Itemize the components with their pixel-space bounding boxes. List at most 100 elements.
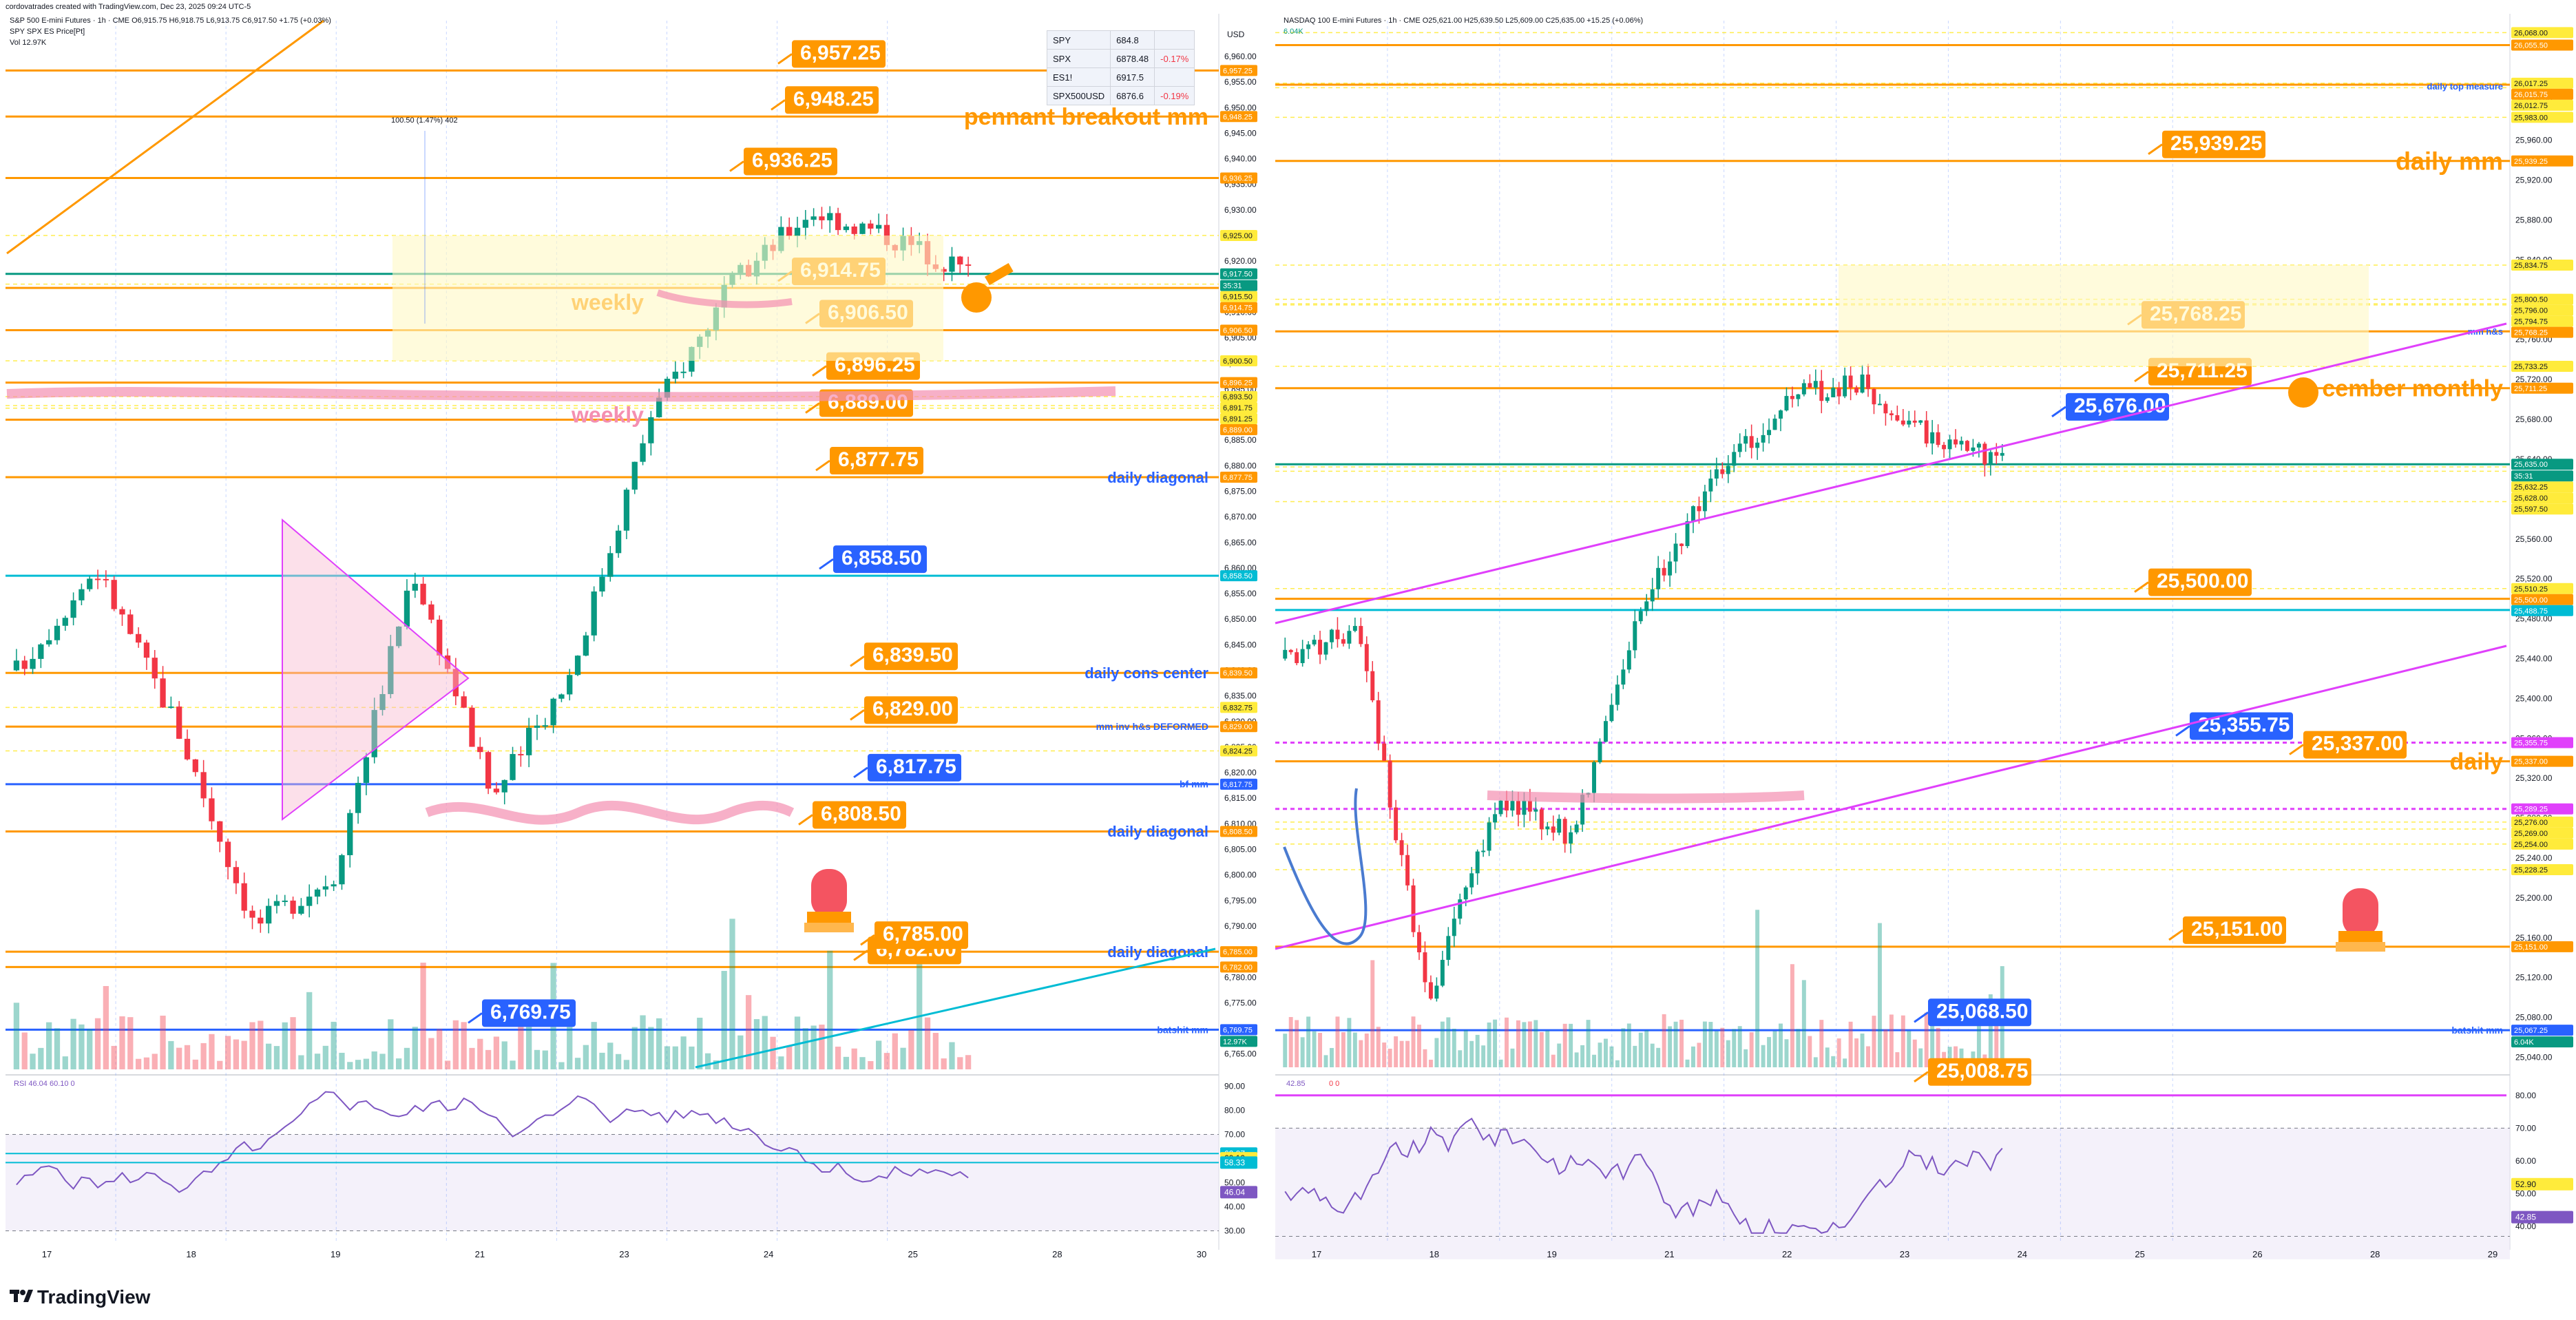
candle-body — [363, 757, 370, 783]
time-axis-tick: 22 — [1782, 1249, 1792, 1259]
price-badge — [2511, 816, 2573, 828]
rsi-axis-tick: 60.00 — [2515, 1156, 2536, 1166]
volume-bar — [1592, 1054, 1596, 1067]
volume-bar — [1848, 1021, 1853, 1067]
candle-body — [1411, 885, 1416, 932]
volume-bar — [819, 1025, 825, 1069]
time-axis-tick: 19 — [331, 1249, 340, 1259]
candle-body — [534, 725, 541, 728]
volume-bar — [1656, 1047, 1661, 1067]
price-badge — [1220, 702, 1257, 713]
price-badge — [1220, 391, 1257, 403]
rsi-value-badge — [2511, 1177, 2573, 1191]
rsi-axis-tick: 80.00 — [2515, 1091, 2536, 1100]
candle-body — [558, 694, 565, 699]
candle-body — [379, 694, 386, 711]
volume-bar — [1545, 1030, 1550, 1067]
candle-body — [217, 821, 223, 842]
volume-bar — [13, 1003, 20, 1069]
quote-row[interactable]: SPX 6878.48 -0.17% — [1046, 49, 1195, 68]
rsi-value-badge — [1220, 1156, 1257, 1169]
volume-bar — [1866, 1046, 1870, 1067]
candle-body — [62, 618, 68, 626]
price-badge-text: 6,915.50 — [1223, 293, 1253, 302]
price-badge — [1220, 268, 1257, 280]
price-badge-text: 25,254.00 — [2514, 841, 2548, 849]
candle-body — [119, 609, 125, 615]
candle-body — [1801, 383, 1806, 395]
volume-bar — [1994, 1003, 1999, 1067]
volume-bar — [1860, 1034, 1865, 1067]
right-symbol-info[interactable]: NASDAQ 100 E-mini Futures · 1h · CME O25… — [1284, 17, 1644, 25]
price-callout — [1928, 998, 2031, 1027]
volume-bar — [62, 1056, 68, 1069]
price-callout-pointer — [798, 814, 813, 826]
quote-table: SPY 684.8 SPX 6878.48 -0.17% ES1! 6917.5 SPX500… — [1046, 30, 1195, 105]
candle-body — [249, 910, 255, 918]
price-axis-tick: 6,765.00 — [1224, 1049, 1257, 1059]
right-volume-legend[interactable]: 6.04K — [1284, 28, 1303, 36]
price-badge — [1220, 745, 1257, 757]
price-badge — [2511, 459, 2573, 470]
time-axis-tick: 25 — [908, 1249, 918, 1259]
candle-body — [1668, 561, 1673, 576]
quote-symbol: SPY — [1046, 30, 1111, 50]
tradingview-logo[interactable]: TradingView — [10, 1286, 150, 1308]
candle-body — [526, 727, 532, 755]
price-badge-text: 6,817.75 — [1223, 781, 1253, 789]
volume-bar — [900, 1047, 906, 1069]
price-callout — [1928, 1058, 2031, 1086]
price-badge-text: 25,228.25 — [2514, 866, 2548, 874]
candle-body — [1341, 639, 1345, 644]
candle-body — [1714, 469, 1719, 479]
price-badge-text: 6,839.50 — [1223, 669, 1253, 678]
price-badge — [2511, 1036, 2573, 1048]
price-badge-text: 6,957.25 — [1223, 67, 1253, 75]
volume-bar — [1288, 1017, 1293, 1067]
candle-body — [322, 886, 328, 890]
price-badge-text: 6,824.25 — [1223, 748, 1253, 756]
left-indicator-name[interactable]: SPY SPX ES Price[Pt] — [10, 28, 85, 36]
candle-body — [420, 583, 426, 605]
price-axis-tick: 6,800.00 — [1224, 870, 1257, 880]
volume-bar — [1609, 1046, 1614, 1067]
volume-bar — [1481, 1045, 1486, 1067]
candle-body — [1417, 932, 1421, 953]
volume-bar — [737, 1035, 744, 1069]
volume-bar — [87, 1029, 93, 1069]
quote-row[interactable]: SPX500USD 6876.6 -0.19% — [1046, 86, 1195, 105]
candle-body — [1912, 420, 1917, 423]
volume-bar — [745, 995, 752, 1069]
price-callout-text: 25,337.00 — [2312, 733, 2403, 755]
price-callout-pointer — [2134, 370, 2149, 383]
price-badge-text: 6,906.50 — [1223, 326, 1253, 335]
candle-body — [599, 576, 605, 591]
quote-row[interactable]: SPY 684.8 — [1046, 30, 1195, 50]
volume-bar — [1428, 1059, 1433, 1067]
left-symbol-info[interactable]: S&P 500 E-mini Futures · 1h · CME O6,915… — [10, 17, 331, 25]
volume-bar — [1603, 1038, 1608, 1067]
candle-body — [680, 371, 687, 373]
candle-body — [1364, 644, 1369, 671]
volume-bar — [78, 1024, 85, 1069]
key-icon — [961, 282, 992, 313]
volume-bar — [184, 1045, 191, 1069]
volume-bar — [38, 1047, 44, 1069]
volume-bar — [729, 919, 735, 1069]
time-axis-tick: 23 — [619, 1249, 629, 1259]
candle-body — [469, 707, 475, 747]
candle-body — [347, 813, 353, 855]
quote-row[interactable]: ES1! 6917.5 — [1046, 67, 1195, 87]
price-callout-pointer — [2148, 143, 2163, 155]
price-axis-tick: 25,200.00 — [2515, 893, 2553, 903]
candle-body — [388, 646, 394, 695]
volume-bar — [1633, 1045, 1637, 1067]
lipstick-icon-base — [2336, 942, 2385, 952]
candle-body — [957, 256, 963, 265]
price-badge — [1220, 826, 1257, 837]
candle-body — [1493, 814, 1498, 823]
left-volume-legend[interactable]: Vol 12.97K — [10, 39, 47, 47]
pennant-drawing — [282, 518, 470, 821]
volume-bar — [1813, 1057, 1818, 1067]
